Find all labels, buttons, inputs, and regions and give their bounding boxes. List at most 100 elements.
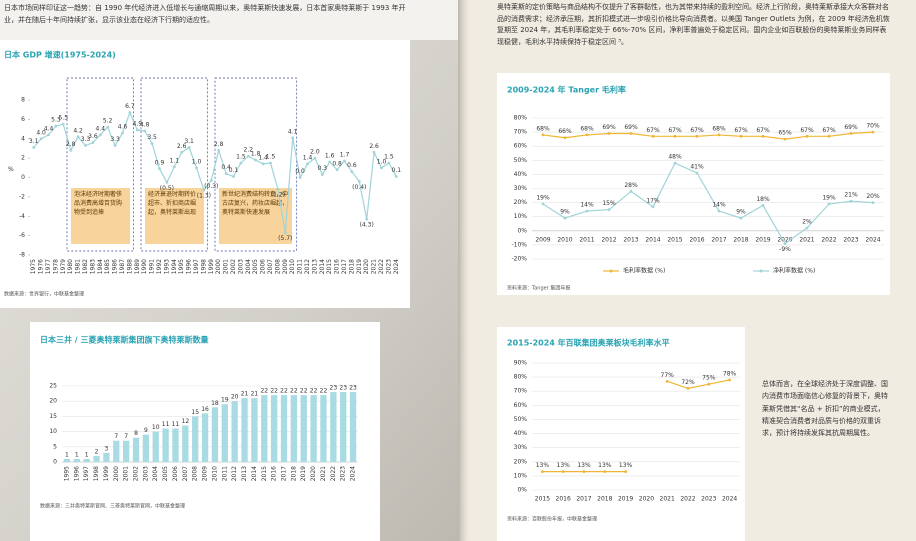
bar (330, 392, 337, 462)
value-label: 2.6 (177, 143, 187, 150)
point (629, 132, 633, 135)
x-tick-label: 1998 (200, 259, 207, 274)
bar (261, 395, 268, 462)
chart-source: 数据来源：三井奥特莱斯官网、三菱奥特莱斯官网，中联基金整理 (40, 503, 185, 510)
x-tick-label: 1990 (141, 259, 148, 274)
value-label: 0.3 (318, 165, 328, 172)
value-label: 9 (144, 427, 148, 434)
value-label: 12 (182, 418, 190, 425)
y-tick-label: 40% (514, 171, 528, 178)
point (717, 133, 721, 137)
value-label: 20 (231, 394, 239, 401)
value-label: 3.6 (88, 133, 98, 140)
period-box (140, 77, 208, 252)
point (695, 171, 699, 175)
x-tick-label: 2015 (667, 236, 682, 243)
point (582, 470, 586, 474)
point (335, 168, 339, 172)
x-tick-label: 2013 (311, 259, 318, 274)
left-text-band (0, 0, 458, 40)
value-label: 16 (201, 406, 209, 413)
annotation-text: 经济衰退时期转价超市、折扣商店崛起，奥特莱斯出现 (145, 188, 204, 244)
point (871, 201, 875, 205)
value-label: 4.4 (96, 125, 106, 132)
value-label: 66% (558, 128, 572, 135)
chart-source: 数据来源：世界银行，中联基金整理 (4, 291, 84, 298)
x-tick-label: 1980 (67, 259, 74, 274)
x-tick-label: 2005 (162, 466, 169, 481)
point (563, 136, 567, 140)
value-label: (1.2) (271, 192, 285, 199)
value-label: 3.5 (147, 134, 157, 141)
annotation: 新世纪消费结构转变，中古店复兴，药妆店崛起，奥特莱斯快速发展 (219, 188, 293, 244)
x-tick-label: 2017 (576, 496, 591, 503)
value-label: 1.1 (170, 157, 180, 164)
line (542, 131, 874, 140)
point (827, 202, 831, 206)
point (387, 161, 391, 165)
x-tick-label: 2022 (680, 496, 695, 503)
x-tick-label: 2018 (290, 466, 297, 481)
point (291, 136, 295, 140)
x-tick-label: 2011 (297, 259, 304, 274)
point (165, 180, 169, 184)
bar (93, 455, 100, 462)
bar (300, 395, 307, 462)
x-tick-label: 2015 (535, 496, 550, 503)
value-label: 6.7 (125, 103, 135, 110)
value-label: 11 (172, 421, 180, 428)
y-unit: % (8, 166, 14, 173)
value-label: 23 (330, 385, 338, 392)
x-tick-label: 2024 (350, 466, 357, 481)
value-label: (5.7) (278, 235, 292, 242)
value-label: 67% (668, 127, 682, 134)
x-tick-label: 2012 (231, 466, 238, 481)
x-tick-label: 1992 (156, 259, 163, 274)
point (195, 166, 198, 170)
value-label: 68% (580, 125, 594, 132)
x-tick-label: 2003 (237, 259, 244, 274)
y-tick-label: -4 (19, 213, 25, 220)
value-label: 67% (822, 127, 836, 134)
x-tick-label: 2018 (597, 496, 612, 503)
x-tick-label: 2018 (348, 259, 355, 274)
value-label: 22 (270, 388, 278, 395)
value-label: 0.1 (392, 167, 402, 174)
x-tick-label: 1982 (82, 259, 89, 274)
value-label: 68% (536, 125, 550, 132)
point (320, 173, 324, 176)
card (0, 40, 410, 308)
point (686, 387, 690, 390)
point (603, 470, 607, 474)
value-label: (0.3) (204, 183, 218, 190)
legend-swatch (609, 269, 613, 273)
x-tick-label: 2001 (223, 259, 230, 274)
x-tick-label: 1993 (163, 259, 170, 274)
chart-title: 日本三井 / 三菱奥特莱斯集团旗下奥特莱斯数量 (40, 335, 209, 345)
x-tick-label: 1996 (73, 466, 80, 481)
point (563, 216, 567, 220)
x-tick-label: 2021 (371, 259, 378, 274)
point (106, 125, 110, 129)
legend-label: 净利率数据 (%) (773, 267, 815, 275)
x-tick-label: 1997 (193, 259, 200, 274)
x-tick-label: 2016 (689, 236, 704, 243)
x-tick-label: 2021 (660, 496, 675, 503)
value-label: 3.1 (184, 138, 194, 145)
bar (241, 398, 248, 462)
value-label: 22 (280, 388, 288, 395)
value-label: 78% (723, 370, 737, 377)
value-label: 4.4 (44, 125, 54, 132)
bar (251, 398, 258, 462)
value-label: 15% (602, 200, 616, 207)
x-tick-label: 2004 (245, 259, 252, 274)
x-tick-label: 2004 (152, 466, 159, 481)
x-tick-label: 2017 (281, 466, 288, 481)
value-label: 13% (619, 462, 633, 469)
value-label: 21% (844, 192, 858, 199)
x-tick-label: 1977 (45, 259, 52, 274)
value-label: 1.4 (303, 154, 313, 161)
legend-label: 毛利率数据 (%) (623, 267, 665, 275)
point (246, 154, 250, 158)
